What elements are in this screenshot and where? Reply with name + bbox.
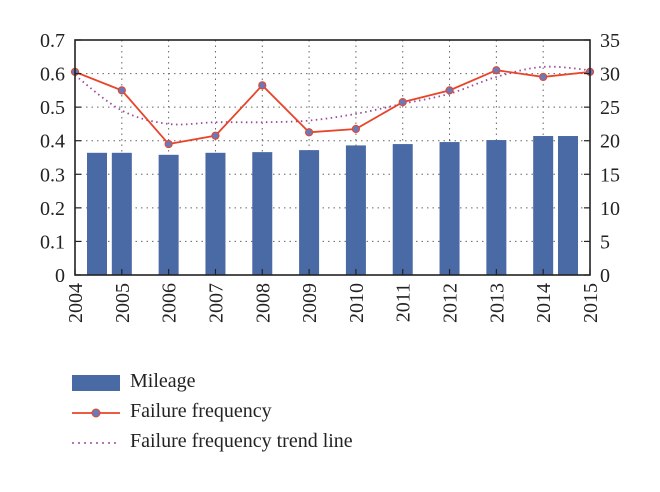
trend-line-path (74, 65, 591, 126)
x-axis-tick-label: 2013 (486, 283, 508, 323)
legend-label-failure-frequency: Failure frequency (130, 400, 272, 422)
legend-swatch-line-marker-icon (72, 408, 120, 418)
left-axis-tick-label: 0.5 (40, 97, 65, 119)
x-axis-tick-label: 2015 (580, 283, 602, 323)
bar-mileage-2014 (533, 136, 554, 275)
right-axis-tick-label: 35 (600, 30, 620, 52)
bar-mileage-2009 (299, 150, 320, 275)
legend-swatch-bar-icon (72, 375, 120, 391)
point-failure-frequency-2009 (304, 128, 314, 137)
bar-mileage-2004 (87, 152, 107, 275)
left-axis-tick-label: 0.1 (40, 231, 65, 253)
bar-mileage-2011 (392, 144, 413, 275)
left-axis-tick-label: 0.2 (40, 198, 65, 220)
bar-mileage-2015 (558, 136, 578, 275)
x-axis-tick-label: 2004 (65, 283, 87, 323)
left-axis-tick-label: 0.7 (40, 30, 65, 52)
x-axis-tick-label: 2014 (533, 283, 555, 323)
chart: 0 0.1 0.2 0.3 0.4 0.5 0.6 0.7 0 5 10 15 20 25 30 35 2004… (40, 30, 620, 323)
left-axis-tick-label: 0.4 (40, 131, 65, 153)
bar-mileage-2005 (111, 152, 132, 275)
point-failure-frequency-2007 (211, 131, 220, 140)
failure-frequency-line (74, 69, 591, 146)
point-failure-frequency-2014 (539, 72, 548, 82)
right-axis-tick-label: 5 (600, 231, 610, 253)
right-axis-tick-label: 15 (600, 164, 620, 186)
bar-mileage-2007 (205, 152, 226, 275)
right-axis-tick-label: 10 (600, 198, 620, 220)
point-failure-frequency-2011 (398, 98, 407, 107)
x-axis-tick-label: 2005 (112, 283, 134, 323)
bar-mileage-2013 (486, 140, 507, 275)
point-failure-frequency-2010 (351, 124, 361, 134)
left-axis-tick-label: 0 (55, 265, 65, 287)
legend-item-trend-line: Failure frequency trend line (60, 428, 480, 458)
x-axis-tick-label: 2008 (252, 283, 274, 323)
legend-label-trend-line: Failure frequency trend line (130, 430, 353, 452)
right-axis-tick-label: 20 (600, 131, 620, 153)
left-axis-tick-label: 0.6 (40, 64, 65, 86)
bar-mileage-2008 (252, 152, 273, 275)
legend: Mileage Failure frequency Failure freque… (60, 368, 480, 458)
left-axis-tick-label: 0.3 (40, 164, 65, 186)
point-failure-frequency-2013 (492, 66, 501, 75)
axis-ticks: 0 0.1 0.2 0.3 0.4 0.5 0.6 0.7 0 5 10 15 20 25 30 35 2004… (40, 30, 620, 323)
point-failure-frequency-2012 (445, 86, 454, 95)
legend-item-failure-frequency: Failure frequency (60, 398, 480, 428)
right-axis-tick-label: 30 (600, 64, 620, 86)
x-axis-tick-label: 2012 (440, 283, 462, 323)
right-axis-tick-label: 0 (600, 265, 610, 287)
bar-mileage-2012 (439, 142, 460, 275)
legend-label-mileage: Mileage (130, 370, 196, 392)
x-axis-tick-label: 2010 (346, 283, 368, 323)
x-axis-tick-label: 2011 (393, 283, 415, 322)
bar-mileage-2010 (345, 145, 366, 275)
mileage-bars (87, 136, 578, 275)
grid-lines (75, 40, 590, 275)
point-failure-frequency-2005 (117, 86, 126, 95)
legend-swatch-dotted-line-icon (72, 442, 120, 444)
x-axis-tick-label: 2007 (205, 283, 227, 323)
x-axis-tick-label: 2006 (159, 283, 181, 323)
point-failure-frequency-2006 (164, 139, 173, 149)
right-axis-tick-label: 25 (600, 97, 620, 119)
point-failure-frequency-2008 (258, 81, 267, 90)
plot-area-frame (74, 39, 591, 276)
legend-item-mileage: Mileage (60, 368, 480, 398)
failure-frequency-series (70, 66, 595, 149)
x-axis-tick-label: 2009 (299, 283, 321, 323)
trend-line-series (74, 65, 591, 126)
bar-mileage-2006 (158, 154, 179, 275)
